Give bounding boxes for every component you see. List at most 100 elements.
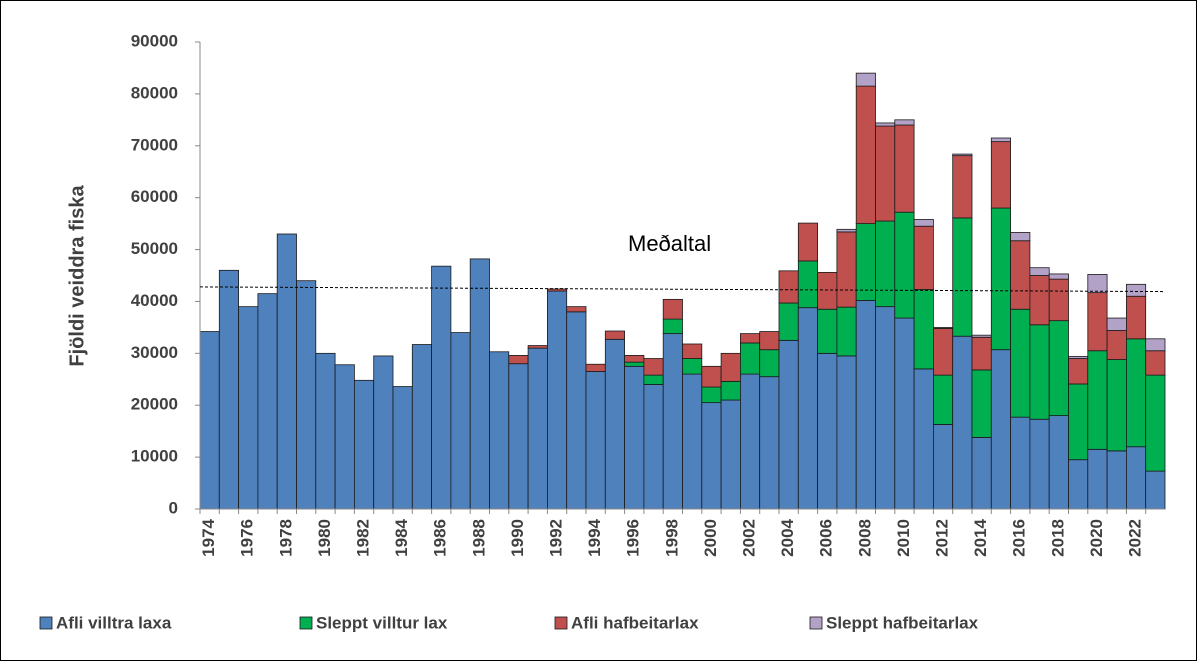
x-tick-label: 1996 bbox=[624, 519, 643, 557]
bar-segment bbox=[624, 365, 645, 510]
bar-segment bbox=[469, 258, 490, 510]
legend-swatch bbox=[39, 616, 53, 630]
y-tick-label: 30000 bbox=[131, 343, 178, 362]
bar-segment bbox=[450, 332, 471, 510]
bar-segment bbox=[720, 399, 741, 510]
bar-segment bbox=[933, 326, 954, 329]
bar-segment bbox=[1010, 232, 1031, 242]
x-tick-label: 1978 bbox=[276, 519, 295, 557]
bar-segment bbox=[334, 364, 355, 510]
x-tick-label: 2020 bbox=[1087, 519, 1106, 557]
bar-segment bbox=[759, 349, 780, 378]
bar-segment bbox=[836, 231, 857, 308]
bar-segment bbox=[759, 376, 780, 510]
bar-segment bbox=[1029, 275, 1050, 326]
bar-segment bbox=[643, 358, 664, 376]
y-tick-label: 10000 bbox=[131, 447, 178, 466]
x-tick-label: 2018 bbox=[1048, 519, 1067, 557]
bar-segment bbox=[218, 269, 240, 510]
bar-segment bbox=[199, 331, 220, 510]
bar-segment bbox=[875, 122, 896, 127]
bar-segment bbox=[1145, 350, 1166, 376]
x-tick-label: 1998 bbox=[662, 519, 681, 557]
y-tick-label: 70000 bbox=[131, 135, 178, 154]
bar-segment bbox=[952, 217, 973, 337]
bar-segment bbox=[296, 280, 317, 510]
bar-segment bbox=[701, 386, 722, 404]
bar-segment bbox=[1106, 330, 1127, 360]
bar-segment bbox=[778, 339, 799, 510]
bar-segment bbox=[952, 153, 973, 157]
x-tick-label: 1982 bbox=[354, 519, 373, 557]
bar-segment bbox=[990, 207, 1011, 351]
x-tick-label: 2012 bbox=[933, 519, 952, 557]
x-tick-label: 1974 bbox=[199, 518, 218, 556]
bar-segment bbox=[778, 302, 799, 341]
bar-segment bbox=[933, 328, 954, 376]
bar-segment bbox=[547, 288, 568, 292]
bar-segment bbox=[759, 331, 780, 351]
bar-segment bbox=[353, 379, 375, 510]
bar-segment bbox=[971, 334, 992, 338]
bar-segment bbox=[508, 363, 529, 510]
bar-segment bbox=[971, 436, 992, 510]
bar-segment bbox=[1048, 278, 1069, 322]
bar-segment bbox=[527, 345, 548, 349]
bar-segment bbox=[1048, 273, 1069, 280]
bar-segment bbox=[547, 290, 568, 510]
bar-segment bbox=[1048, 415, 1069, 510]
bar-segment bbox=[817, 308, 838, 354]
bar-segment bbox=[933, 374, 954, 425]
bar-segment bbox=[952, 335, 973, 510]
bar-segment bbox=[489, 351, 510, 510]
bar-segment bbox=[1087, 274, 1108, 294]
y-tick-label: 0 bbox=[169, 498, 178, 517]
bar-segment bbox=[1010, 308, 1031, 418]
bar-segment bbox=[990, 137, 1011, 143]
y-tick-label: 80000 bbox=[131, 83, 178, 102]
bar-segment bbox=[1048, 320, 1069, 417]
bar-segment bbox=[913, 219, 934, 227]
bar-segment bbox=[315, 352, 336, 510]
x-tick-label: 2004 bbox=[778, 518, 797, 556]
bar-segment bbox=[238, 306, 259, 510]
bar-segment bbox=[1145, 374, 1166, 472]
legend-label: Afli villtra laxa bbox=[56, 613, 172, 632]
bar-segment bbox=[662, 333, 683, 510]
bar-segment bbox=[990, 141, 1011, 209]
bar-segment bbox=[740, 373, 761, 510]
bar-segment bbox=[1029, 324, 1050, 420]
x-tick-label: 1980 bbox=[315, 519, 334, 557]
x-tick-label: 1976 bbox=[238, 519, 257, 557]
bar-segment bbox=[662, 318, 683, 335]
y-tick-label: 90000 bbox=[131, 31, 178, 50]
x-tick-label: 2006 bbox=[817, 519, 836, 557]
bar-segment bbox=[952, 155, 973, 219]
bar-segment bbox=[1068, 383, 1089, 461]
x-tick-label: 2010 bbox=[894, 519, 913, 557]
bar-segment bbox=[1106, 359, 1127, 452]
bar-segment bbox=[373, 355, 394, 510]
bar-segment bbox=[836, 306, 857, 357]
bar-segment bbox=[585, 371, 606, 510]
x-tick-label: 1984 bbox=[392, 518, 411, 556]
bar-segment bbox=[682, 343, 703, 359]
bar-segment bbox=[527, 347, 548, 510]
bar-segment bbox=[740, 333, 761, 344]
legend-swatch bbox=[809, 616, 823, 630]
bar-segment bbox=[682, 358, 703, 375]
bar-segment bbox=[1068, 459, 1089, 510]
bar-segment bbox=[913, 225, 934, 290]
bar-segment bbox=[1087, 292, 1108, 352]
x-tick-label: 1990 bbox=[508, 519, 527, 557]
bar-segment bbox=[971, 336, 992, 371]
legend-label: Afli hafbeitarlax bbox=[571, 613, 699, 632]
y-tick-label: 60000 bbox=[131, 187, 178, 206]
bar-segment bbox=[1106, 317, 1127, 331]
bar-segment bbox=[855, 300, 876, 510]
bar-segment bbox=[913, 368, 934, 510]
bar-segment bbox=[1145, 470, 1166, 510]
bar-segment bbox=[836, 228, 857, 233]
bar-segment bbox=[701, 365, 722, 388]
